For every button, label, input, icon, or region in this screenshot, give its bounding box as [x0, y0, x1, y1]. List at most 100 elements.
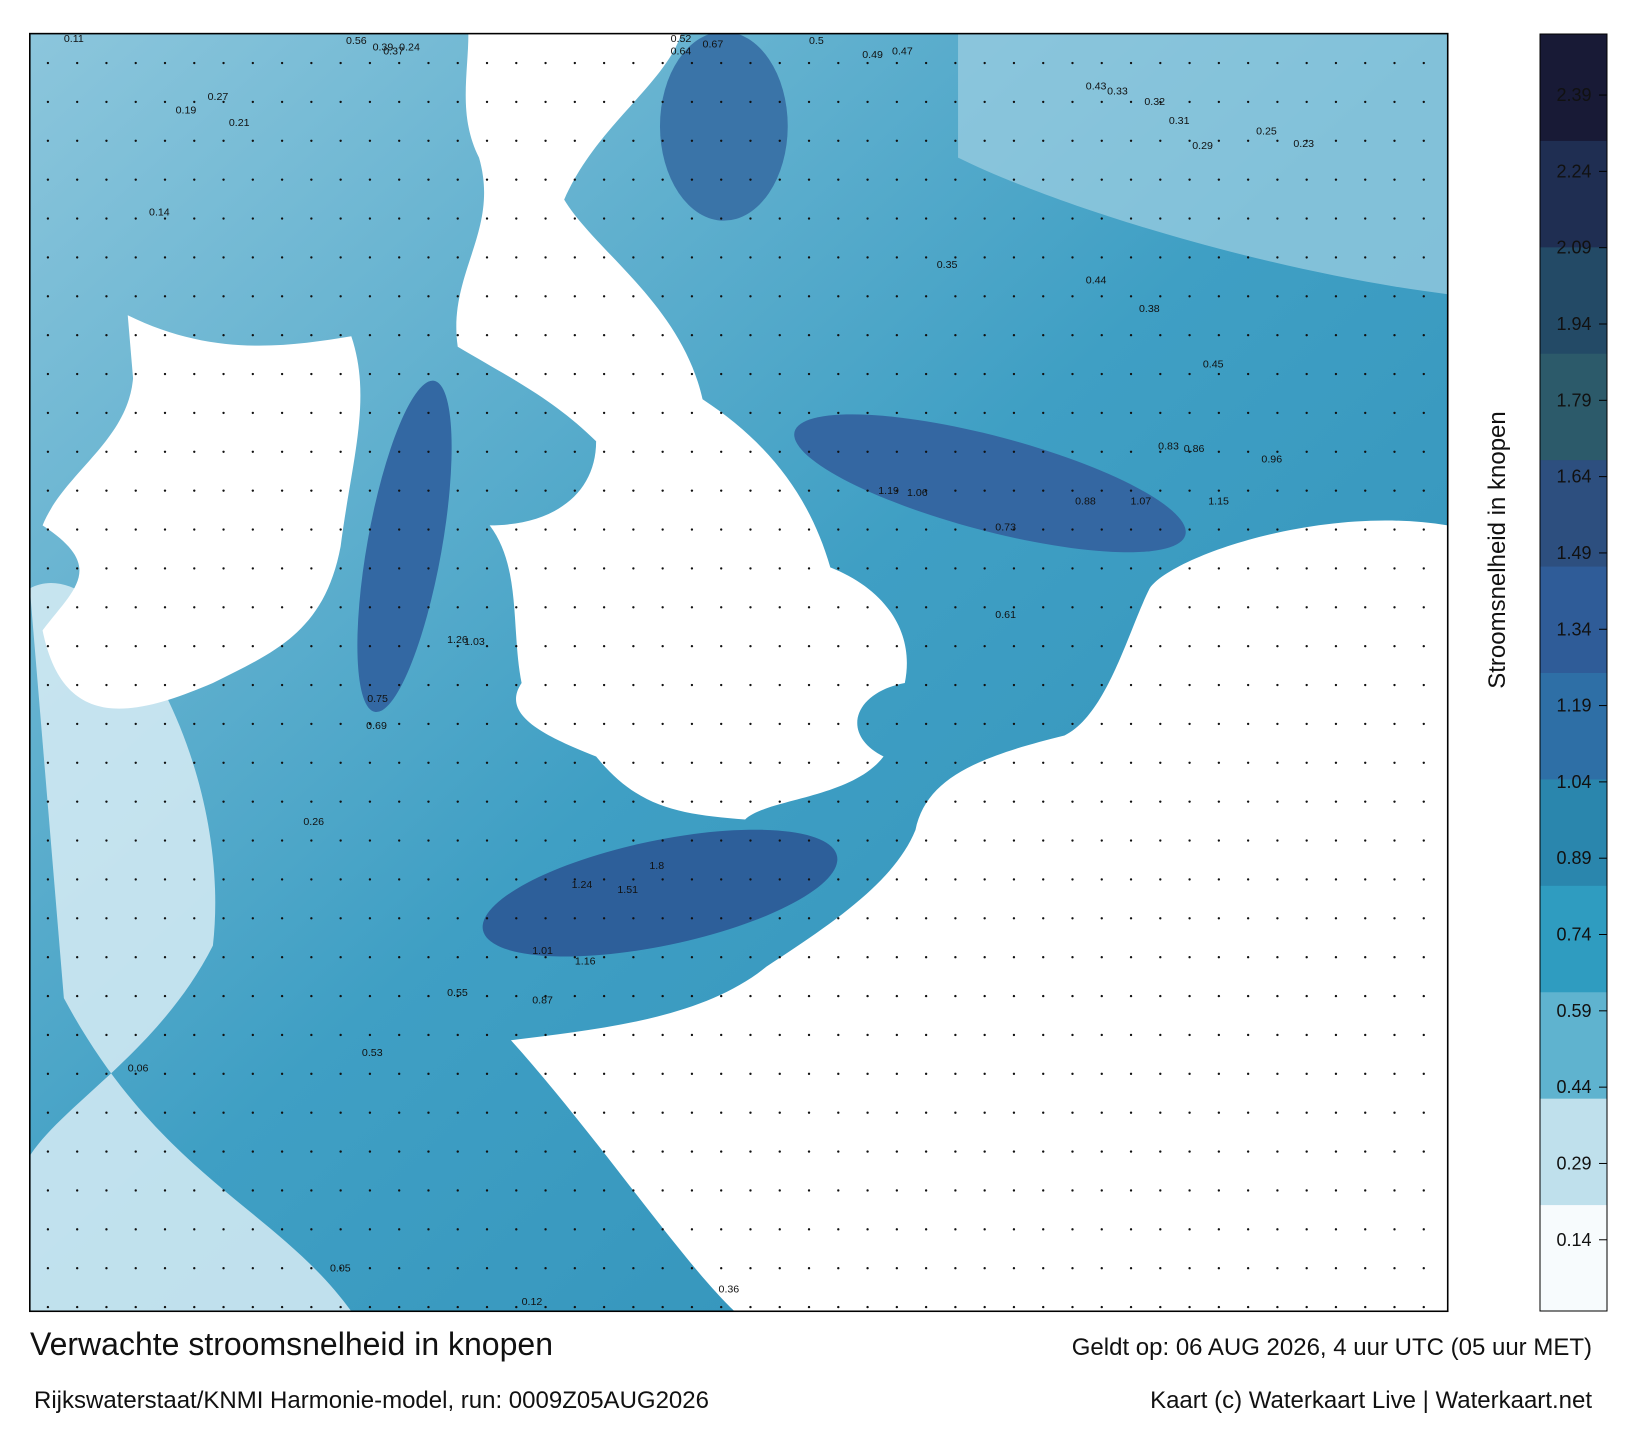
grid-dot — [632, 528, 635, 531]
grid-dot — [1100, 994, 1103, 998]
grid-dot — [573, 1189, 577, 1192]
grid-dot — [749, 178, 752, 181]
grid-dot — [339, 295, 342, 298]
grid-dot — [924, 645, 928, 648]
grid-dot — [515, 722, 518, 726]
grid-dot — [895, 994, 899, 998]
grid-dot — [895, 1267, 899, 1270]
grid-dot — [368, 411, 372, 415]
grid-dot — [1188, 956, 1191, 959]
grid-dot — [1393, 139, 1396, 142]
grid-dot — [983, 1189, 986, 1192]
grid-dot — [1012, 1111, 1016, 1114]
grid-dot — [778, 1111, 781, 1114]
grid-dot — [1012, 411, 1016, 415]
grid-dot — [427, 372, 430, 376]
grid-dot — [456, 761, 459, 764]
grid-dot — [339, 1150, 342, 1153]
grid-dot — [1246, 761, 1250, 764]
grid-dot — [1217, 722, 1221, 726]
grid-dot — [602, 295, 606, 298]
grid-dot — [485, 878, 489, 881]
grid-dot — [895, 139, 899, 142]
grid-dot — [339, 683, 342, 687]
grid-dot — [807, 878, 811, 881]
grid-dot — [398, 1189, 401, 1192]
colorbar-band — [1540, 778, 1607, 886]
grid-dot — [837, 994, 840, 998]
grid-dot — [1422, 878, 1425, 881]
grid-dot — [924, 489, 928, 492]
grid-dot — [749, 411, 752, 415]
grid-dot — [456, 334, 459, 337]
grid-dot — [105, 917, 108, 920]
grid-dot — [690, 1305, 694, 1309]
grid-dot — [1188, 645, 1191, 648]
grid-dot — [456, 1033, 459, 1037]
grid-dot — [1334, 761, 1338, 764]
grid-dot — [1422, 1189, 1425, 1192]
grid-dot — [1129, 295, 1133, 298]
grid-dot — [105, 1111, 108, 1114]
grid-dot — [778, 956, 781, 959]
grid-dot — [1334, 994, 1338, 998]
grid-dot — [807, 1150, 811, 1153]
grid-dot — [1422, 839, 1425, 842]
grid-dot — [46, 800, 50, 803]
grid-dot — [1246, 256, 1250, 259]
grid-dot — [602, 722, 606, 726]
grid-dot — [720, 606, 723, 609]
grid-dot — [1393, 722, 1396, 726]
grid-dot — [661, 489, 664, 492]
grid-dot — [1042, 917, 1045, 920]
grid-dot — [1305, 722, 1308, 726]
grid-dot — [251, 1033, 254, 1037]
grid-dot — [983, 839, 986, 842]
grid-dot — [573, 295, 577, 298]
grid-dot — [251, 1305, 254, 1309]
grid-dot — [193, 683, 196, 687]
grid-dot — [837, 722, 840, 726]
grid-dot — [1188, 994, 1191, 998]
grid-dot — [837, 1150, 840, 1153]
grid-dot — [1364, 761, 1367, 764]
grid-dot — [895, 178, 899, 181]
grid-dot — [1012, 450, 1016, 453]
grid-dot — [1305, 917, 1308, 920]
grid-dot — [544, 722, 547, 726]
grid-dot — [456, 683, 459, 687]
grid-dot — [690, 217, 694, 220]
grid-dot — [251, 1111, 254, 1114]
grid-dot — [1159, 1072, 1162, 1075]
grid-dot — [661, 878, 664, 881]
grid-dot — [837, 839, 840, 842]
grid-dot — [1100, 372, 1103, 376]
grid-dot — [310, 722, 313, 726]
grid-dot — [1100, 722, 1103, 726]
grid-dot — [720, 372, 723, 376]
grid-dot — [924, 800, 928, 803]
grid-dot — [1188, 606, 1191, 609]
grid-dot — [573, 917, 577, 920]
grid-dot — [573, 411, 577, 415]
grid-dot — [1393, 295, 1396, 298]
grid-dot — [280, 956, 284, 959]
grid-dot — [1246, 334, 1250, 337]
grid-dot — [661, 800, 664, 803]
grid-dot — [602, 606, 606, 609]
grid-dot — [544, 1111, 547, 1114]
grid-dot — [1246, 450, 1250, 453]
grid-dot — [1042, 1072, 1045, 1075]
grid-dot — [1334, 489, 1338, 492]
speed-label: 0.73 — [995, 522, 1016, 534]
grid-dot — [1422, 1111, 1425, 1114]
grid-dot — [778, 450, 781, 453]
grid-dot — [1334, 178, 1338, 181]
grid-dot — [1159, 334, 1162, 337]
grid-dot — [1422, 567, 1425, 570]
grid-dot — [1334, 295, 1338, 298]
grid-dot — [310, 1072, 313, 1075]
grid-dot — [76, 139, 79, 142]
grid-dot — [573, 994, 577, 998]
grid-dot — [837, 295, 840, 298]
